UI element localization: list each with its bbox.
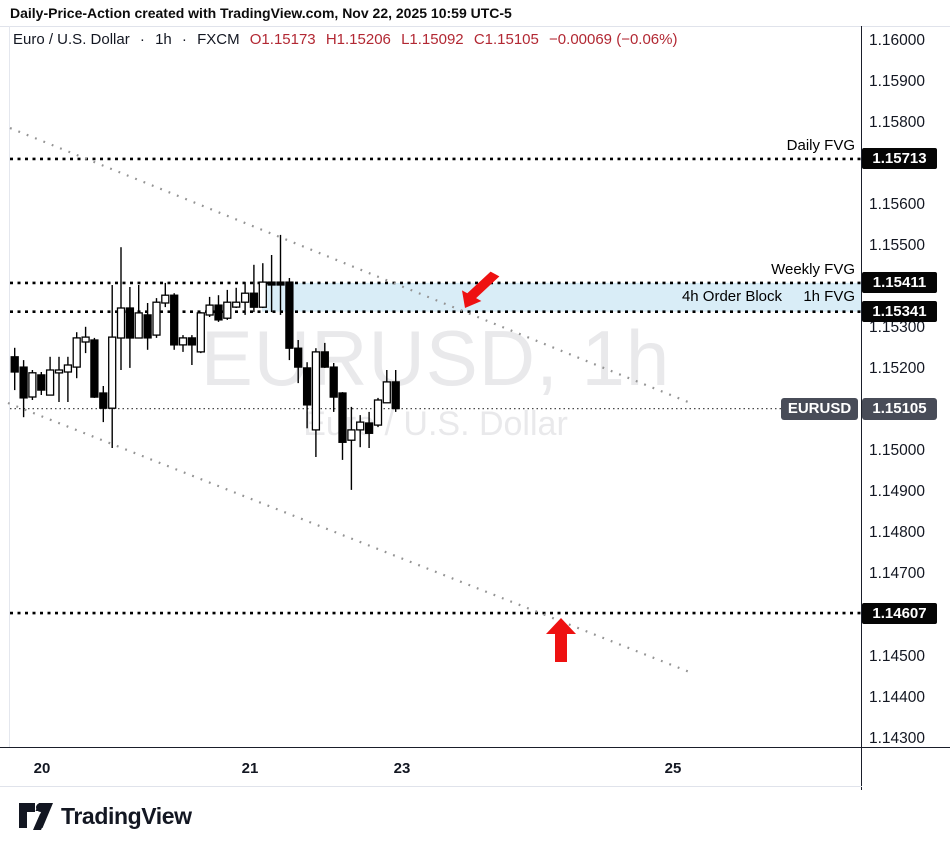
price-tick-label: 1.15800 <box>869 113 926 131</box>
candle-body <box>364 422 374 434</box>
candle-body <box>19 366 28 399</box>
symbol-legend: Euro / U.S. Dollar · 1h · FXCM O1.15173 … <box>13 31 683 48</box>
price-tick-label: 1.15300 <box>869 319 926 336</box>
level-price-badge: 1.15713 <box>862 148 937 170</box>
candle-body <box>143 314 152 339</box>
price-tick-label: 1.15000 <box>869 442 926 460</box>
candle-body <box>214 304 223 321</box>
high-value: H1.15206 <box>325 31 391 48</box>
candle-body <box>347 429 356 441</box>
candle-body <box>170 294 179 346</box>
candle-body <box>81 336 90 343</box>
candle-body <box>240 292 250 303</box>
candle-body <box>134 312 143 339</box>
candle-body <box>356 421 365 431</box>
candle-body <box>90 339 99 398</box>
current-price-badge: EURUSD 1.15105 <box>781 397 937 420</box>
price-tick-label: 1.16000 <box>869 31 926 49</box>
candle-body <box>232 301 241 308</box>
price-tick-label: 1.14700 <box>869 565 926 583</box>
tradingview-logo-text: TradingView <box>61 802 192 829</box>
daily-fvg-label: Daily FVG <box>786 136 855 154</box>
candle-body <box>196 312 205 353</box>
price-tick-label: 1.15600 <box>869 195 926 213</box>
candle-body <box>285 281 294 349</box>
level-price-badge: 1.15411 <box>862 272 937 294</box>
candle-body <box>249 292 259 308</box>
up-arrow[interactable] <box>546 618 576 662</box>
tradingview-logo-icon <box>19 803 53 830</box>
one-hour-fvg-label: 1h FVG <box>803 288 855 306</box>
price-tick-label: 1.14300 <box>869 729 926 747</box>
candle-body <box>72 337 81 368</box>
legend-separator-2: · <box>181 31 187 48</box>
candle-body <box>10 356 19 373</box>
attribution-text: Daily-Price-Action created with TradingV… <box>10 5 512 21</box>
candle-body <box>205 304 214 316</box>
time-tick-label: 25 <box>664 760 682 777</box>
candle-body <box>329 366 338 398</box>
candle-body <box>382 381 391 404</box>
legend-separator: · <box>139 31 145 48</box>
candle-body <box>294 347 303 368</box>
low-value: L1.15092 <box>401 31 464 48</box>
candle-body <box>37 374 46 391</box>
time-tick-label: 20 <box>33 760 51 777</box>
candle-body <box>302 367 312 406</box>
candle-body <box>116 307 126 339</box>
candle-body <box>108 336 117 409</box>
price-tick-label: 1.15200 <box>869 360 926 378</box>
level-price-badge: 1.15341 <box>862 301 937 323</box>
candle-body <box>391 381 400 410</box>
candle-body <box>276 281 285 286</box>
chart-left-border <box>9 26 10 747</box>
price-tick-label: 1.15900 <box>869 72 926 90</box>
candle-body <box>45 369 55 396</box>
candle-body <box>152 301 161 336</box>
chart-bottom-border <box>0 747 950 748</box>
level-price-badge: 1.14607 <box>862 602 937 624</box>
time-axis-bottom-border <box>0 786 862 787</box>
price-tick-label: 1.14400 <box>869 688 926 706</box>
time-tick-label: 23 <box>393 760 411 777</box>
trendline[interactable] <box>7 401 693 675</box>
candle-body <box>187 337 197 346</box>
change-value: −0.00069 (−0.06%) <box>549 31 678 48</box>
candle-body <box>267 281 276 286</box>
candle-body <box>223 301 232 319</box>
order-block-label: 4h Order Block <box>681 288 782 306</box>
candle-body <box>125 307 135 339</box>
time-tick-label: 21 <box>241 760 259 777</box>
price-tick-label: 1.14800 <box>869 524 926 542</box>
price-axis-separator <box>861 26 862 790</box>
close-value: C1.15105 <box>473 31 539 48</box>
candle-body <box>54 369 64 374</box>
chart-top-border <box>0 26 950 27</box>
open-value: O1.15173 <box>249 31 316 48</box>
weekly-fvg-label: Weekly FVG <box>771 260 855 278</box>
candle-body <box>63 364 73 373</box>
down-left-arrow[interactable] <box>462 271 500 308</box>
symbol-tag: EURUSD <box>781 397 858 420</box>
candle-body <box>161 294 170 304</box>
last-price-value: 1.15105 <box>862 397 937 420</box>
candle-body <box>28 372 37 398</box>
candle-body <box>178 337 188 346</box>
price-tick-label: 1.15500 <box>869 236 926 254</box>
candle-body <box>99 392 108 409</box>
symbol-title[interactable]: Euro / U.S. Dollar <box>13 31 130 48</box>
candle-body <box>311 351 321 431</box>
interval-label[interactable]: 1h <box>155 31 172 48</box>
candle-body <box>320 351 329 368</box>
candle-body <box>258 281 267 308</box>
exchange-label: FXCM <box>197 31 240 48</box>
tradingview-logo[interactable]: TradingView <box>18 802 192 830</box>
candle-body <box>373 399 383 426</box>
fvg-zone[interactable] <box>262 282 861 312</box>
candle-body <box>338 392 347 443</box>
price-tick-label: 1.14500 <box>869 647 926 665</box>
price-tick-label: 1.14900 <box>869 483 926 501</box>
